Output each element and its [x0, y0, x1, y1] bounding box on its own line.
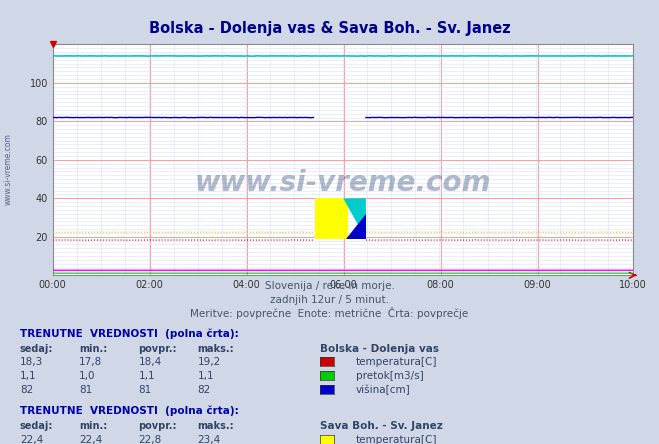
Text: TRENUTNE  VREDNOSTI  (polna črta):: TRENUTNE VREDNOSTI (polna črta): — [20, 406, 239, 416]
Text: 18,4: 18,4 — [138, 357, 161, 367]
Text: 81: 81 — [79, 385, 92, 395]
Text: maks.:: maks.: — [198, 421, 235, 431]
Polygon shape — [343, 198, 366, 239]
Text: višina[cm]: višina[cm] — [356, 385, 411, 395]
Polygon shape — [346, 214, 366, 239]
Text: 18,3: 18,3 — [20, 357, 43, 367]
Text: 19,2: 19,2 — [198, 357, 221, 367]
Bar — [316, 198, 348, 239]
Text: povpr.:: povpr.: — [138, 344, 177, 353]
Text: Sava Boh. - Sv. Janez: Sava Boh. - Sv. Janez — [320, 421, 442, 431]
Text: 82: 82 — [20, 385, 33, 395]
Text: Meritve: povprečne  Enote: metrične  Črta: povprečje: Meritve: povprečne Enote: metrične Črta:… — [190, 307, 469, 319]
Text: temperatura[C]: temperatura[C] — [356, 435, 438, 444]
Text: 22,4: 22,4 — [79, 435, 102, 444]
Text: 23,4: 23,4 — [198, 435, 221, 444]
Text: TRENUTNE  VREDNOSTI  (polna črta):: TRENUTNE VREDNOSTI (polna črta): — [20, 329, 239, 339]
Text: pretok[m3/s]: pretok[m3/s] — [356, 371, 424, 381]
Text: Slovenija / reke in morje.: Slovenija / reke in morje. — [264, 281, 395, 291]
Text: www.si-vreme.com: www.si-vreme.com — [3, 133, 13, 205]
Text: 81: 81 — [138, 385, 152, 395]
Text: sedaj:: sedaj: — [20, 344, 53, 353]
Text: 1,0: 1,0 — [79, 371, 96, 381]
Text: povpr.:: povpr.: — [138, 421, 177, 431]
Text: maks.:: maks.: — [198, 344, 235, 353]
Text: zadnjih 12ur / 5 minut.: zadnjih 12ur / 5 minut. — [270, 295, 389, 305]
Text: 17,8: 17,8 — [79, 357, 102, 367]
Text: Bolska - Dolenja vas: Bolska - Dolenja vas — [320, 344, 439, 353]
Text: 1,1: 1,1 — [20, 371, 36, 381]
Text: Bolska - Dolenja vas & Sava Boh. - Sv. Janez: Bolska - Dolenja vas & Sava Boh. - Sv. J… — [149, 21, 510, 36]
Text: 22,8: 22,8 — [138, 435, 161, 444]
Text: www.si-vreme.com: www.si-vreme.com — [194, 169, 491, 197]
Text: 82: 82 — [198, 385, 211, 395]
Text: 1,1: 1,1 — [198, 371, 214, 381]
Text: min.:: min.: — [79, 421, 107, 431]
Text: temperatura[C]: temperatura[C] — [356, 357, 438, 367]
Text: sedaj:: sedaj: — [20, 421, 53, 431]
Text: min.:: min.: — [79, 344, 107, 353]
Text: 22,4: 22,4 — [20, 435, 43, 444]
Text: 1,1: 1,1 — [138, 371, 155, 381]
